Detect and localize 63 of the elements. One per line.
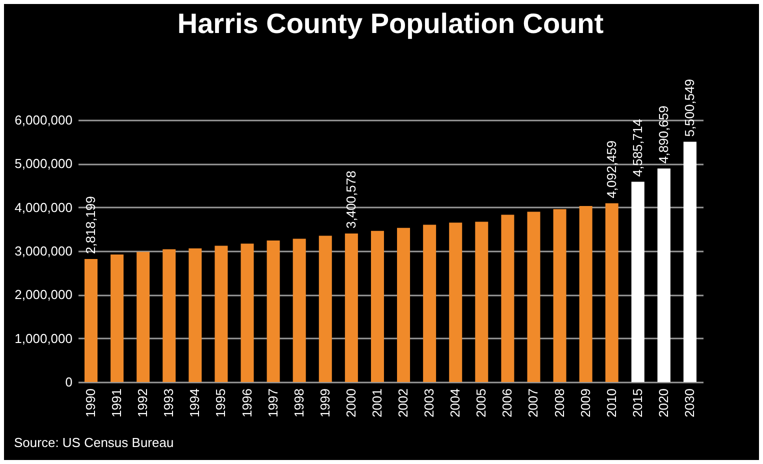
bar bbox=[657, 168, 670, 382]
bar bbox=[397, 228, 410, 382]
x-tick-label: 2005 bbox=[474, 388, 489, 418]
y-tick-label: 5,000,000 bbox=[14, 156, 72, 172]
bar bbox=[188, 248, 202, 382]
x-tick-label: 2030 bbox=[682, 388, 697, 418]
x-tick-label: 1990 bbox=[83, 388, 98, 418]
data-label: 4,092,459 bbox=[604, 140, 619, 198]
x-tick-label: 2008 bbox=[552, 388, 567, 418]
y-tick-label: 2,000,000 bbox=[14, 287, 72, 302]
y-tick-label: 6,000,000 bbox=[14, 112, 72, 128]
x-tick-label: 2007 bbox=[526, 388, 541, 418]
bar bbox=[318, 236, 332, 382]
bar bbox=[162, 249, 176, 382]
x-tick-label: 2004 bbox=[448, 388, 463, 418]
bar bbox=[370, 230, 384, 382]
y-tick-label: 1,000,000 bbox=[14, 330, 72, 346]
x-tick-label: 1997 bbox=[265, 388, 280, 418]
bar bbox=[475, 222, 488, 382]
bar bbox=[110, 254, 124, 382]
data-label: 3,400,578 bbox=[343, 170, 358, 229]
source-note: Source: US Census Bureau bbox=[14, 435, 174, 450]
bar bbox=[683, 142, 696, 382]
chart-title: Harris County Population Count bbox=[177, 8, 604, 39]
x-tick-label: 1994 bbox=[187, 388, 202, 418]
data-label: 5,500,549 bbox=[682, 78, 697, 137]
bar bbox=[449, 222, 462, 382]
x-tick-label: 2020 bbox=[656, 388, 671, 418]
x-tick-label: 1993 bbox=[161, 388, 176, 418]
x-tick-label: 2006 bbox=[500, 388, 515, 418]
x-tick-label: 1996 bbox=[239, 388, 254, 418]
bar bbox=[631, 182, 644, 382]
bar bbox=[605, 203, 618, 382]
data-label: 4,585,714 bbox=[630, 118, 645, 177]
bar bbox=[214, 246, 228, 382]
bar bbox=[344, 234, 358, 382]
x-tick-label: 2009 bbox=[578, 388, 593, 418]
bar bbox=[240, 244, 254, 382]
y-tick-label: 4,000,000 bbox=[14, 200, 72, 215]
bar bbox=[579, 206, 592, 382]
x-tick-label: 2000 bbox=[343, 388, 358, 418]
x-tick-label: 1995 bbox=[213, 388, 228, 418]
x-tick-label: 2001 bbox=[369, 388, 384, 418]
bar bbox=[501, 214, 514, 382]
x-tick-label: 2010 bbox=[604, 388, 619, 418]
x-tick-label: 1992 bbox=[135, 388, 150, 418]
x-tick-label: 1999 bbox=[317, 388, 332, 418]
bar bbox=[292, 238, 306, 382]
y-tick-label: 0 bbox=[65, 374, 72, 390]
y-tick-label: 3,000,000 bbox=[14, 244, 72, 258]
x-tick-label: 2003 bbox=[422, 388, 437, 418]
bar bbox=[423, 224, 436, 382]
bar bbox=[84, 258, 98, 382]
bar bbox=[527, 212, 540, 382]
x-tick-label: 1998 bbox=[291, 388, 306, 418]
bar bbox=[553, 209, 566, 382]
x-tick-label: 2002 bbox=[396, 388, 411, 418]
x-tick-label: 1991 bbox=[109, 388, 124, 418]
bar bbox=[136, 252, 150, 382]
data-label: 2,818,199 bbox=[83, 196, 98, 254]
data-label: 4,890,659 bbox=[656, 106, 671, 164]
bar bbox=[266, 240, 280, 382]
x-tick-label: 2015 bbox=[630, 388, 645, 418]
